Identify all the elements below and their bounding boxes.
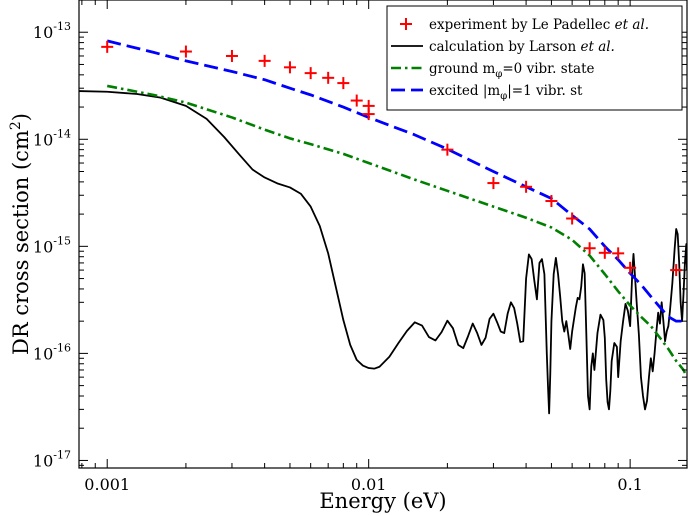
experiment-point [322,71,335,84]
y-tick-label: 10-15 [33,234,71,256]
experiment-point [670,264,683,277]
legend-label-excited: excited |mφ|=1 vibr. st [429,83,583,102]
experiment-point [304,67,317,80]
legend-label-experiment: experiment by Le Padellec et al. [429,17,649,33]
plot-frame [78,0,688,469]
experiment-point [362,108,375,121]
legend-label-larson: calculation by Larson et al. [429,39,615,55]
experiment-point [101,40,114,53]
experiment-point [624,261,637,274]
experiment-point [520,180,533,193]
series-line-ground [106,84,687,378]
experiment-point [612,247,625,260]
experiment-point [225,49,238,62]
experiment-point [441,143,454,156]
ticks-layer [79,0,687,468]
experiment-point [258,54,271,67]
experiment-point [487,177,500,190]
x-axis-title: Energy (eV) [319,489,446,513]
experiment-point [179,45,192,58]
experiment-point [337,77,350,90]
experiment-point [598,246,611,259]
experiment-point [350,94,363,107]
experiment-point [283,61,296,74]
legend-box [386,5,683,111]
y-tick-label: 10-13 [33,20,71,42]
experiment-point [566,212,579,225]
series-line-larson [79,90,687,415]
legend: experiment by Le Padellec et al. calcula… [386,5,683,111]
legend-label-ground: ground mφ=0 vibr. state [429,61,595,80]
y-tick-label: 10-14 [33,127,71,149]
y-tick-label: 10-17 [33,448,71,470]
series-layer [79,39,687,415]
legend-marker-experiment [400,18,412,30]
y-tick-label: 10-16 [33,341,71,363]
experiment-point [583,242,596,255]
y-axis-title: DR cross section (cm2) [8,113,33,355]
labels-layer: 0.001 0.01 0.1 10-17 10-16 10-15 10-14 10-13 Ene… [8,20,643,513]
x-tick-label: 0.001 [84,475,130,494]
x-tick-label: 0.01 [351,475,387,494]
x-tick-label: 0.1 [617,475,642,494]
experiment-point [545,195,558,208]
